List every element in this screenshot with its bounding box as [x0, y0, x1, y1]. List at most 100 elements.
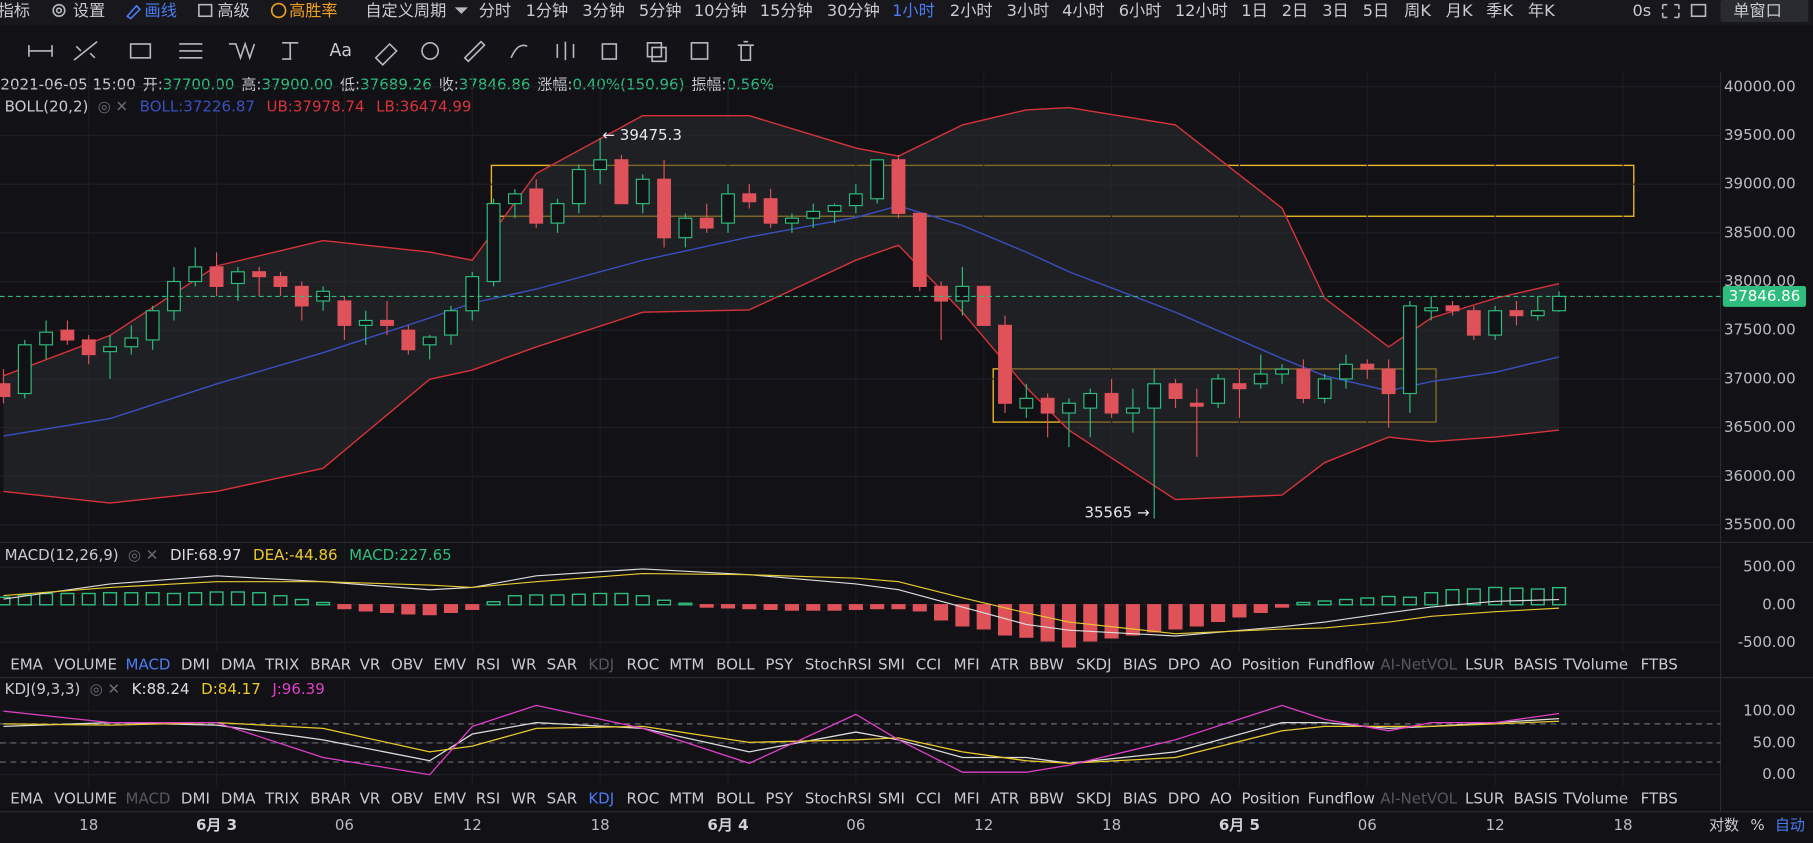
axis-mode[interactable]: 对数 — [1709, 816, 1739, 834]
menu-item[interactable]: 设置 — [73, 1, 105, 20]
indicator-tab[interactable]: OBV — [391, 790, 424, 808]
indicator-tab[interactable]: OBV — [391, 655, 424, 673]
indicator-tab[interactable]: TVolume — [1562, 655, 1628, 673]
period-button[interactable]: 4小时 — [1062, 1, 1105, 20]
indicator-tab[interactable]: VOLUME — [54, 790, 117, 808]
indicator-tab[interactable]: StochRSI — [805, 790, 872, 808]
window-label[interactable]: 单窗口 — [1733, 1, 1782, 20]
indicator-tab[interactable]: FTBS — [1641, 655, 1678, 673]
period-button[interactable]: 15分钟 — [760, 1, 813, 20]
indicator-tab[interactable]: MTM — [669, 790, 704, 808]
indicator-tab[interactable]: BASIS — [1513, 655, 1557, 673]
indicator-tab[interactable]: MACD — [125, 655, 170, 673]
indicator-tab[interactable]: CCI — [916, 790, 941, 808]
menu-item[interactable]: 画线 — [145, 1, 177, 20]
period-button[interactable]: 季K — [1486, 1, 1513, 20]
indicator-tab[interactable]: RSI — [476, 655, 500, 673]
indicator-tab[interactable]: LSUR — [1465, 655, 1504, 673]
period-button[interactable]: 2小时 — [950, 1, 993, 20]
indicator-tab[interactable]: DPO — [1168, 790, 1200, 808]
indicator-tab[interactable]: AI-NetVOL — [1380, 655, 1457, 673]
indicator-tab[interactable]: KDJ — [588, 790, 614, 808]
axis-mode[interactable]: % — [1750, 816, 1764, 834]
indicator-tab[interactable]: WR — [511, 790, 536, 808]
indicator-tab[interactable]: Position — [1241, 790, 1299, 808]
indicator-tab[interactable]: ROC — [627, 655, 660, 673]
indicator-tab[interactable]: ATR — [990, 790, 1019, 808]
indicator-tab[interactable]: SKDJ — [1076, 790, 1111, 808]
period-button[interactable]: 1小时 — [892, 1, 935, 20]
indicator-tab[interactable]: BOLL — [716, 790, 755, 808]
indicator-tab[interactable]: DMI — [181, 790, 210, 808]
period-button[interactable]: 3分钟 — [582, 1, 625, 20]
period-button[interactable]: 月K — [1446, 1, 1473, 20]
indicator-tab[interactable]: SAR — [547, 790, 578, 808]
indicator-tab[interactable]: RSI — [476, 790, 500, 808]
indicator-tab[interactable]: VR — [360, 655, 381, 673]
indicator-tab[interactable]: KDJ — [588, 655, 614, 673]
indicator-tab[interactable]: EMV — [433, 655, 466, 673]
indicator-tab[interactable]: PSY — [765, 655, 794, 673]
indicator-tab[interactable]: MFI — [954, 790, 980, 808]
indicator-tab[interactable]: MACD — [125, 790, 170, 808]
period-button[interactable]: 5日 — [1363, 1, 1389, 20]
indicator-tab[interactable]: BRAR — [310, 655, 351, 673]
period-button[interactable]: 3日 — [1322, 1, 1348, 20]
indicator-tab[interactable]: DMI — [181, 655, 210, 673]
indicator-tab[interactable]: ROC — [627, 790, 660, 808]
indicator-tab[interactable]: TVolume — [1562, 790, 1628, 808]
indicator-tab[interactable]: Position — [1241, 655, 1299, 673]
indicator-tab[interactable]: ATR — [990, 655, 1019, 673]
indicator-tab[interactable]: AO — [1210, 790, 1232, 808]
indicator-tab[interactable]: TRIX — [264, 790, 299, 808]
period-button[interactable]: 10分钟 — [694, 1, 747, 20]
indicator-tab[interactable]: SKDJ — [1076, 655, 1111, 673]
indicator-tab[interactable]: BOLL — [716, 655, 755, 673]
axis-mode[interactable]: 自动 — [1775, 816, 1805, 834]
indicator-tab[interactable]: LSUR — [1465, 790, 1504, 808]
indicator-tab[interactable]: EMA — [10, 655, 43, 673]
indicator-tab[interactable]: AI-NetVOL — [1380, 790, 1457, 808]
indicator-tab[interactable]: StochRSI — [805, 655, 872, 673]
indicator-tab[interactable]: Fundflow — [1308, 790, 1375, 808]
indicator-tab[interactable]: FTBS — [1641, 790, 1678, 808]
period-button[interactable]: 分时 — [479, 1, 511, 20]
menu-item[interactable]: 指标 — [0, 1, 30, 20]
indicator-tab[interactable]: SMI — [878, 790, 905, 808]
period-button[interactable]: 5分钟 — [639, 1, 682, 20]
indicator-tab[interactable]: MFI — [954, 655, 980, 673]
indicator-tab[interactable]: SAR — [547, 655, 578, 673]
indicator-tab[interactable]: MTM — [669, 655, 704, 673]
indicator-tab[interactable]: TRIX — [264, 655, 299, 673]
period-button[interactable]: 1日 — [1241, 1, 1267, 20]
indicator-tab[interactable]: EMA — [10, 790, 43, 808]
indicator-tab[interactable]: CCI — [916, 655, 941, 673]
period-button[interactable]: 12小时 — [1175, 1, 1228, 20]
indicator-tab[interactable]: BBW — [1029, 790, 1064, 808]
menu-item[interactable]: 高级 — [217, 1, 249, 20]
indicator-tab[interactable]: PSY — [765, 790, 794, 808]
period-button[interactable]: 3小时 — [1007, 1, 1050, 20]
period-button[interactable]: 年K — [1528, 1, 1555, 20]
indicator-tab[interactable]: BASIS — [1513, 790, 1557, 808]
indicator-tab[interactable]: BIAS — [1123, 655, 1158, 673]
window-button[interactable] — [1720, 0, 1809, 23]
indicator-tab[interactable]: DMA — [221, 655, 257, 673]
indicator-tab[interactable]: BRAR — [310, 790, 351, 808]
indicator-tab[interactable]: DMA — [221, 790, 257, 808]
indicator-tab[interactable]: DPO — [1168, 655, 1200, 673]
indicator-tab[interactable]: Fundflow — [1308, 655, 1375, 673]
indicator-tab[interactable]: SMI — [878, 655, 905, 673]
period-button[interactable]: 2日 — [1282, 1, 1308, 20]
indicator-tab[interactable]: BBW — [1029, 655, 1064, 673]
indicator-tab[interactable]: EMV — [433, 790, 466, 808]
menu-item[interactable]: 自定义周期 — [365, 1, 446, 20]
period-button[interactable]: 1分钟 — [526, 1, 569, 20]
indicator-tab[interactable]: AO — [1210, 655, 1232, 673]
period-button[interactable]: 6小时 — [1119, 1, 1162, 20]
indicator-tab[interactable]: BIAS — [1123, 790, 1158, 808]
menu-item[interactable]: 高胜率 — [289, 1, 338, 20]
indicator-tab[interactable]: VOLUME — [54, 655, 117, 673]
indicator-tab[interactable]: WR — [511, 655, 536, 673]
period-button[interactable]: 30分钟 — [827, 1, 880, 20]
